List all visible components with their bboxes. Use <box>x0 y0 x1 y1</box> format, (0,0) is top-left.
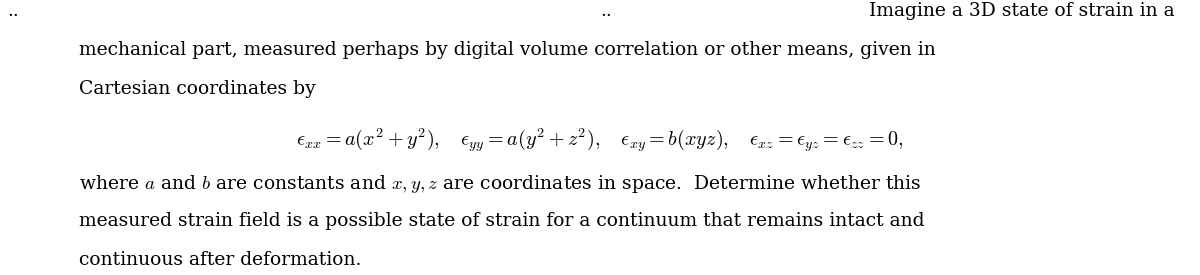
Text: mechanical part, measured perhaps by digital volume correlation or other means, : mechanical part, measured perhaps by dig… <box>79 41 936 59</box>
Text: where $a$ and $b$ are constants and $x, y, z$ are coordinates in space.  Determi: where $a$ and $b$ are constants and $x, … <box>79 173 922 195</box>
Text: continuous after deformation.: continuous after deformation. <box>79 251 361 269</box>
Text: Imagine a 3D state of strain in a: Imagine a 3D state of strain in a <box>869 2 1175 20</box>
Text: Cartesian coordinates by: Cartesian coordinates by <box>79 80 316 98</box>
Text: ..: .. <box>7 2 19 20</box>
Text: $\epsilon_{xx} = a(x^2 + y^2), \quad \epsilon_{yy} = a(y^2 + z^2), \quad \epsilo: $\epsilon_{xx} = a(x^2 + y^2), \quad \ep… <box>296 126 904 155</box>
Text: measured strain field is a possible state of strain for a continuum that remains: measured strain field is a possible stat… <box>79 212 925 230</box>
Text: ..: .. <box>600 2 612 20</box>
